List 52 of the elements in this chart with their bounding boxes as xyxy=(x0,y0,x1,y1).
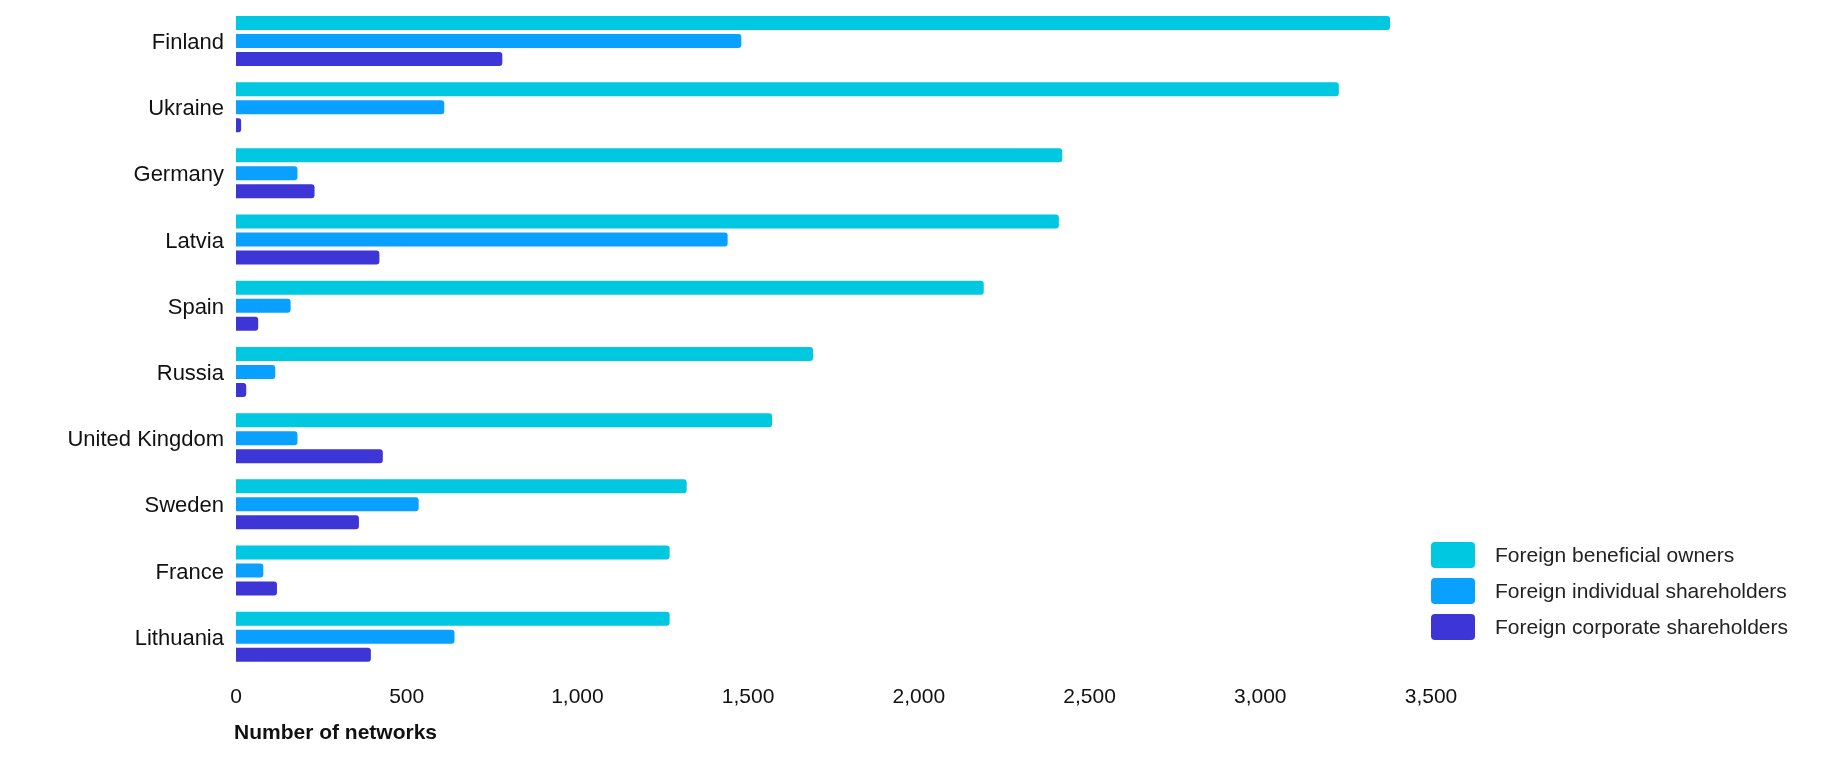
bar xyxy=(236,148,1063,163)
x-tick-label: 1,500 xyxy=(721,683,775,707)
bar xyxy=(236,232,728,247)
bar xyxy=(236,413,773,428)
bar xyxy=(236,497,419,512)
bar xyxy=(236,166,298,181)
bar xyxy=(236,214,1059,229)
bar xyxy=(236,15,1391,30)
legend-label: Foreign corporate shareholders xyxy=(1495,615,1788,639)
bar xyxy=(236,280,984,295)
x-tick-label: 0 xyxy=(230,683,242,707)
x-tick-label: 3,000 xyxy=(1234,683,1287,707)
bar xyxy=(236,250,380,265)
x-tick-label: 500 xyxy=(389,683,425,707)
y-tick-label: Finland xyxy=(151,28,224,54)
x-tick-label: 2,500 xyxy=(1063,683,1116,707)
y-tick-label: France xyxy=(155,558,224,584)
bar xyxy=(236,184,315,199)
y-tick-label: Sweden xyxy=(144,492,224,518)
y-tick-label: United Kingdom xyxy=(67,426,224,452)
bar xyxy=(236,33,742,48)
x-tick-label: 1,000 xyxy=(551,683,604,707)
bar xyxy=(236,316,259,331)
y-tick-label: Germany xyxy=(133,161,224,187)
bar xyxy=(236,100,445,115)
y-tick-label: Latvia xyxy=(165,227,225,253)
bar xyxy=(236,382,247,397)
legend-label: Foreign individual shareholders xyxy=(1495,579,1787,603)
x-tick-label: 2,000 xyxy=(892,683,946,707)
bar xyxy=(236,629,455,644)
bar xyxy=(236,479,687,494)
bar xyxy=(236,364,276,379)
bar xyxy=(236,563,264,578)
y-tick-label: Ukraine xyxy=(148,95,224,121)
bar xyxy=(236,515,359,530)
bar xyxy=(236,647,371,662)
bar xyxy=(236,431,298,446)
bar xyxy=(236,82,1339,97)
bar xyxy=(236,298,291,313)
bar xyxy=(236,581,277,596)
y-tick-label: Russia xyxy=(156,359,225,385)
bar xyxy=(236,611,670,626)
x-tick-label: 3,500 xyxy=(1404,683,1458,707)
y-tick-label: Spain xyxy=(167,293,224,319)
x-axis-title: Number of networks xyxy=(234,720,439,744)
y-tick-label: Lithuania xyxy=(134,624,225,650)
bar xyxy=(236,346,814,361)
bar xyxy=(236,449,383,464)
bar xyxy=(236,118,242,133)
bar xyxy=(236,51,503,66)
bar xyxy=(236,545,670,560)
legend-label: Foreign beneficial owners xyxy=(1495,543,1735,567)
